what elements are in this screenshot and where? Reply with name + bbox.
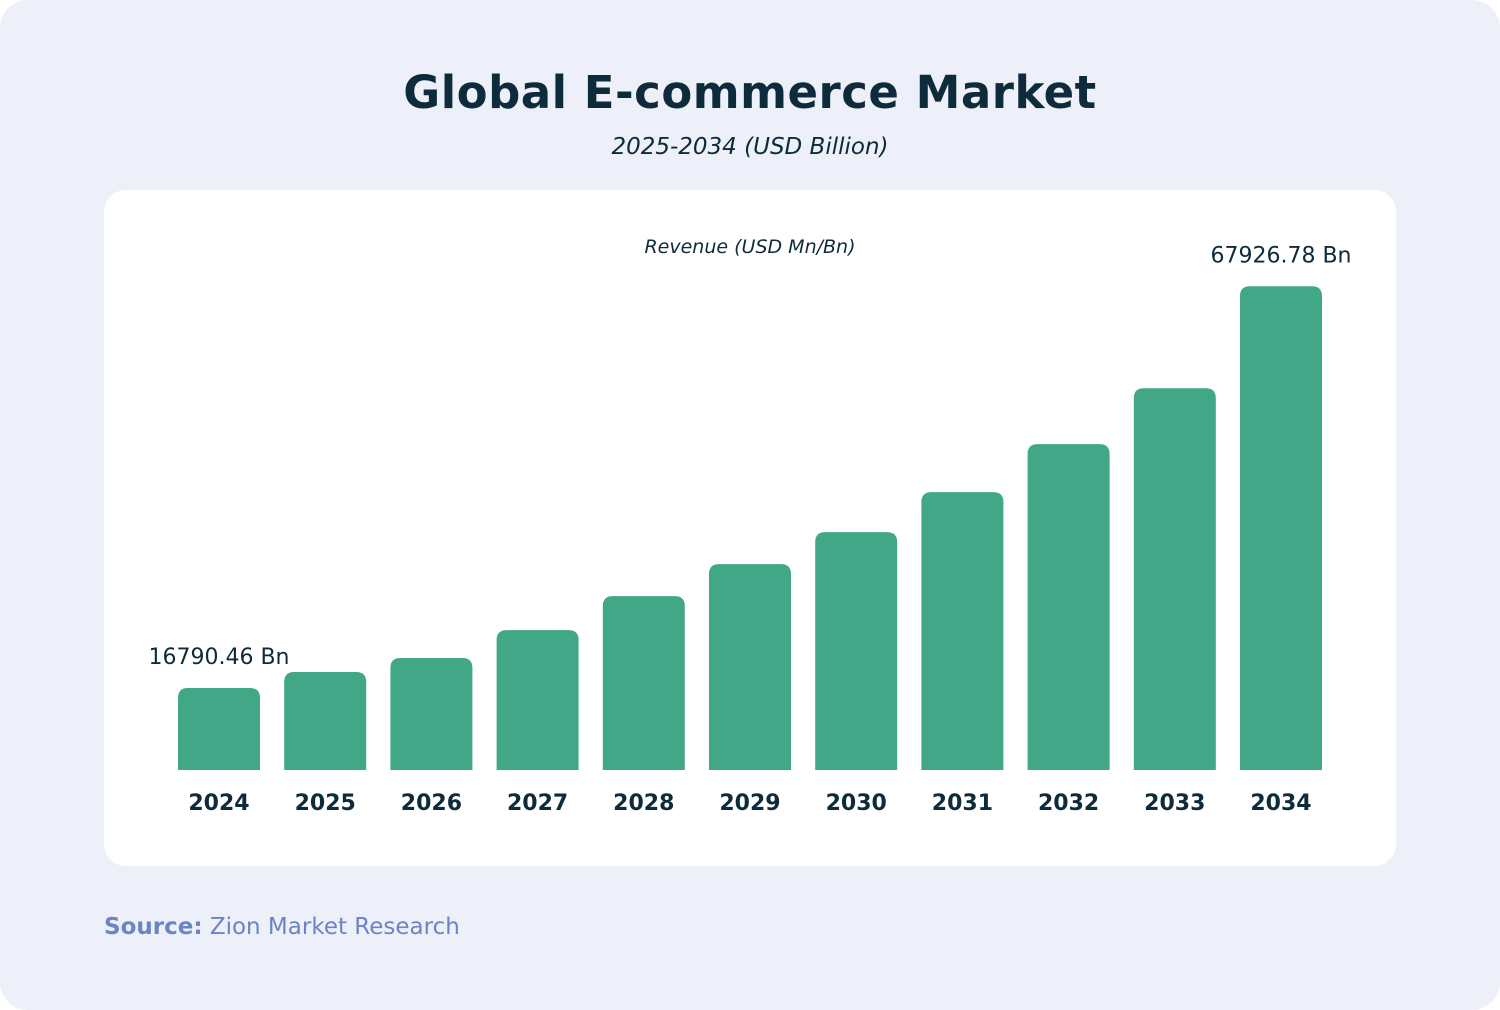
chart-title: Global E-commerce Market (403, 66, 1097, 119)
bar-2029 (709, 564, 791, 770)
x-tick-label: 2030 (826, 791, 887, 816)
bar-2030 (815, 532, 898, 770)
x-tick-label: 2032 (1038, 791, 1099, 816)
x-tick-label: 2031 (932, 791, 993, 816)
bar-2026 (390, 658, 473, 770)
source-note: Source: Zion Market Research (104, 914, 460, 940)
bar-2031 (921, 492, 1004, 770)
bar-2032 (1027, 444, 1110, 770)
x-tick-label: 2033 (1144, 791, 1205, 816)
x-tick-label: 2026 (401, 791, 462, 816)
x-tick-label: 2027 (507, 791, 568, 816)
y-axis-label: Revenue (USD Mn/Bn) (644, 236, 855, 258)
x-tick-label: 2024 (188, 791, 249, 816)
data-label: 16790.46 Bn (148, 645, 289, 670)
x-tick-label: 2028 (613, 791, 674, 816)
x-tick-label: 2025 (295, 791, 356, 816)
bar-2024 (178, 688, 260, 770)
x-tick-label: 2034 (1250, 791, 1311, 816)
source-text: Zion Market Research (202, 914, 460, 940)
x-tick-label: 2029 (719, 791, 780, 816)
bar-2033 (1133, 388, 1216, 770)
bar-2034 (1240, 286, 1322, 770)
bar-2028 (602, 596, 685, 770)
data-label: 67926.78 Bn (1210, 243, 1351, 268)
bar-2027 (496, 630, 579, 770)
source-label: Source: (104, 914, 203, 940)
bar-2025 (284, 672, 367, 770)
chart-subtitle: 2025-2034 (USD Billion) (611, 134, 889, 160)
